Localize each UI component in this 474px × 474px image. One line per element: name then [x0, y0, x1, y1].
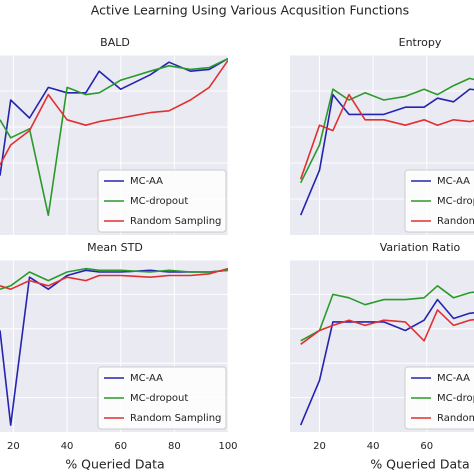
legend-label: MC-AA: [130, 373, 163, 384]
x-axis-label: % Queried Data: [370, 457, 469, 472]
subplot: BALD MC-AA MC-dropout Random Sampling: [0, 36, 229, 235]
series-line: [0, 59, 228, 166]
series-line: [299, 93, 474, 180]
x-tick-label: 60: [420, 441, 433, 452]
legend: MC-AA MC-dropout Random Sampling: [404, 366, 474, 430]
subplot-title: Mean STD: [87, 241, 143, 254]
subplot-title: Variation Ratio: [380, 241, 461, 254]
series-line: [300, 285, 474, 342]
series-line: [0, 57, 228, 216]
x-tick-label: 20: [7, 441, 20, 452]
subplot: Entropy MC-AA MC-dropout Random Sampling: [290, 36, 474, 235]
legend-label: Random Sampling: [437, 216, 474, 227]
legend-label: MC-dropout: [437, 196, 474, 207]
series-line: [0, 267, 228, 290]
lines: [0, 57, 228, 216]
x-tick-label: 40: [61, 441, 74, 452]
legend-box: [404, 169, 474, 233]
x-tick-label: 80: [168, 441, 181, 452]
legend-label: Random Sampling: [130, 413, 221, 424]
legend-box: [97, 169, 227, 233]
legend-label: MC-AA: [437, 373, 470, 384]
series-line: [0, 57, 228, 176]
legend: MC-AA MC-dropout Random Sampling: [404, 169, 474, 233]
legend-box: [404, 366, 474, 430]
lines: [299, 77, 474, 216]
legend-box: [97, 366, 227, 430]
x-axis-label: % Queried Data: [65, 457, 164, 472]
x-tick-label: 20: [313, 441, 326, 452]
legend-label: MC-AA: [437, 176, 470, 187]
subplot: Variation Ratio20406080100% Queried Data…: [290, 241, 474, 472]
lines: [0, 267, 228, 426]
series-line: [299, 298, 474, 426]
series-line: [299, 88, 474, 216]
legend-label: MC-dropout: [130, 393, 188, 404]
figure-title: Active Learning Using Various Acqusition…: [91, 3, 409, 18]
subplot-title: BALD: [100, 36, 130, 49]
series-line: [299, 77, 474, 184]
legend: MC-AA MC-dropout Random Sampling: [97, 366, 227, 430]
subplot-title: Entropy: [399, 36, 442, 49]
x-tick-label: 60: [114, 441, 127, 452]
legend-label: Random Sampling: [130, 216, 221, 227]
x-tick-label: 100: [218, 441, 237, 452]
lines: [299, 285, 474, 426]
series-line: [300, 309, 474, 345]
series-line: [0, 267, 228, 290]
legend-label: MC-dropout: [130, 196, 188, 207]
legend: MC-AA MC-dropout Random Sampling: [97, 169, 227, 233]
legend-label: Random Sampling: [437, 413, 474, 424]
x-tick-label: 40: [367, 441, 380, 452]
legend-label: MC-AA: [130, 176, 163, 187]
legend-label: MC-dropout: [437, 393, 474, 404]
